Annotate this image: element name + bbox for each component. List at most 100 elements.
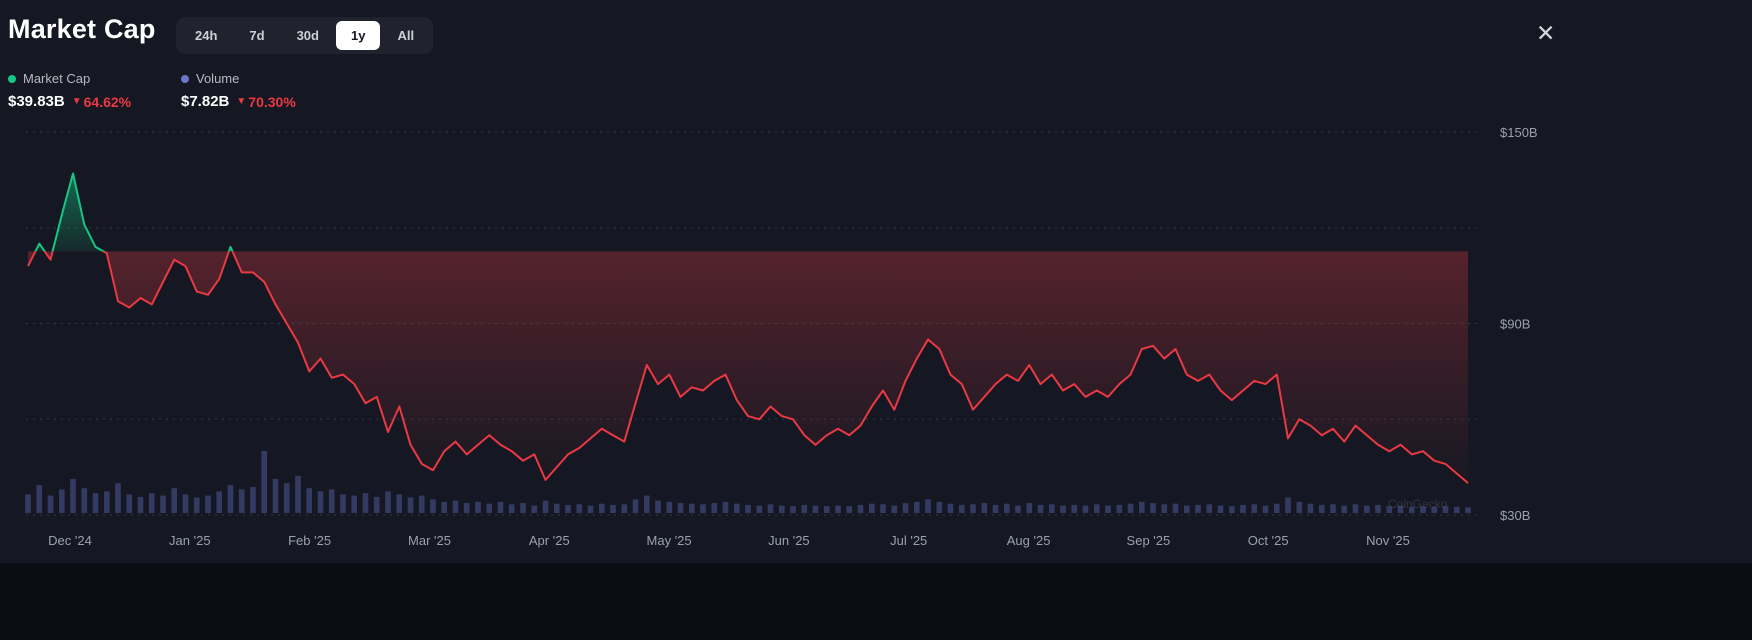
volume-bar — [1319, 504, 1325, 513]
volume-bar — [115, 483, 121, 513]
volume-bar — [441, 501, 447, 513]
volume-bar — [824, 506, 830, 513]
volume-bar — [1420, 506, 1426, 513]
volume-bar — [1330, 504, 1336, 513]
volume-bar — [1150, 503, 1156, 513]
volume-bar — [576, 504, 583, 513]
volume-bar — [779, 505, 785, 513]
volume-bar — [1454, 506, 1460, 513]
volume-bar — [1161, 504, 1168, 513]
volume-bar — [745, 504, 751, 513]
volume-bar — [407, 497, 414, 513]
volume-bar — [644, 495, 650, 513]
volume-bar — [1139, 501, 1145, 513]
price-line-down — [27, 251, 1469, 484]
volume-bar — [1397, 505, 1404, 513]
volume-bar — [947, 503, 954, 513]
volume-bar — [1251, 504, 1258, 513]
volume-bar — [1060, 505, 1066, 513]
x-axis-label: Oct '25 — [1248, 533, 1289, 548]
volume-bar — [295, 475, 301, 513]
volume-bar — [1375, 504, 1381, 513]
volume-bar — [283, 483, 290, 513]
volume-bar — [171, 488, 177, 513]
volume-bar — [1082, 505, 1089, 513]
volume-bar — [846, 506, 853, 513]
volume-bar — [1127, 503, 1134, 513]
legend-item-market-cap: Market Cap $39.83B ▼ 64.62% — [8, 71, 181, 110]
volume-bar — [1026, 503, 1033, 513]
volume-bar — [914, 501, 920, 513]
volume-bar — [373, 496, 380, 513]
volume-bar — [104, 491, 110, 513]
area-fill-down — [28, 251, 1468, 484]
volume-bar — [1431, 506, 1438, 513]
volume-bar — [599, 503, 605, 513]
volume-bar — [734, 503, 740, 513]
volume-bar — [418, 495, 425, 513]
volume-bar — [463, 503, 470, 513]
volume-bar — [193, 497, 200, 513]
volume-bar — [790, 506, 796, 513]
volume-bar — [621, 504, 628, 513]
x-axis-label: Dec '24 — [48, 533, 92, 548]
volume-bar — [475, 501, 481, 513]
legend-change: ▼ 70.30% — [236, 93, 296, 110]
legend-value: $7.82B — [181, 93, 230, 110]
volume-bar — [711, 503, 718, 513]
volume-bar — [587, 505, 594, 513]
volume-bar — [1217, 505, 1224, 513]
volume-bar — [666, 501, 673, 513]
volume-bar — [1364, 505, 1370, 513]
range-tab-30d[interactable]: 30d — [282, 21, 334, 50]
volume-bar — [655, 500, 661, 513]
legend-item-volume: Volume $7.82B ▼ 70.30% — [181, 71, 296, 110]
legend-label: Market Cap — [23, 71, 91, 86]
page-title: Market Cap — [8, 14, 156, 44]
down-triangle-icon: ▼ — [71, 96, 82, 107]
volume-bar — [1071, 504, 1078, 513]
legend-dot — [181, 74, 189, 83]
volume-bar — [250, 487, 256, 513]
volume-bar — [70, 478, 76, 513]
bottom-bar — [0, 563, 1752, 640]
x-axis-label: May '25 — [647, 533, 692, 548]
volume-bar — [216, 491, 222, 513]
volume-bar — [531, 505, 538, 513]
legend-label: Volume — [196, 71, 240, 86]
volume-bar — [1184, 505, 1190, 513]
range-tab-24h[interactable]: 24h — [180, 21, 232, 50]
range-tab-7d[interactable]: 7d — [234, 21, 279, 50]
x-axis-label: Nov '25 — [1366, 533, 1410, 548]
volume-bar — [801, 504, 808, 513]
volume-bar — [160, 495, 166, 513]
volume-bar — [47, 495, 54, 513]
volume-bar — [767, 504, 774, 513]
volume-bar — [632, 499, 639, 513]
volume-bar — [340, 494, 346, 513]
volume-bar — [272, 478, 279, 513]
volume-bar — [238, 489, 245, 513]
volume-bar — [25, 494, 31, 513]
volume-bar — [396, 494, 402, 513]
volume-bar — [497, 501, 504, 513]
close-button[interactable]: ✕ — [1528, 18, 1563, 49]
legend-dot — [8, 74, 16, 83]
volume-bar — [700, 504, 706, 513]
volume-bar — [835, 505, 841, 513]
volume-bar — [1352, 504, 1359, 513]
x-axis-label: Feb '25 — [288, 533, 331, 548]
volume-bar — [542, 500, 549, 513]
volume-bar — [756, 505, 763, 513]
volume-bar — [148, 493, 155, 513]
range-tab-1y[interactable]: 1y — [335, 21, 381, 50]
volume-bar — [902, 503, 909, 513]
legend-value: $39.83B — [8, 93, 65, 110]
close-icon: ✕ — [1536, 20, 1556, 46]
range-tab-all[interactable]: All — [382, 21, 429, 50]
volume-bar — [959, 504, 965, 513]
volume-bar — [137, 496, 144, 513]
volume-bar — [936, 501, 943, 513]
volume-bar — [430, 499, 436, 513]
